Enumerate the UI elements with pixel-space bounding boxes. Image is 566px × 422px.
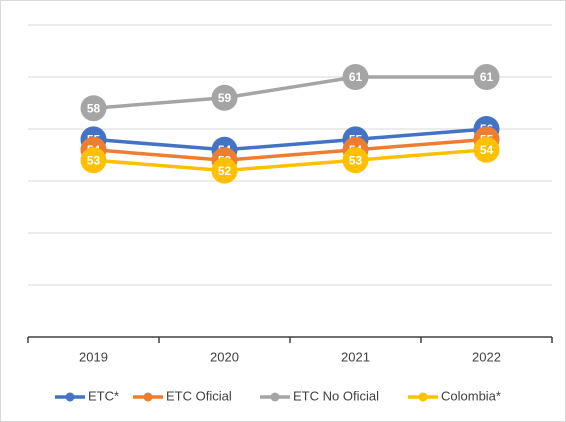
x-tick-label: 2019 [79, 349, 108, 364]
legend-marker [418, 392, 428, 402]
point-marker [342, 64, 369, 90]
point-marker [80, 95, 107, 122]
point-marker [80, 147, 107, 174]
point-marker [473, 64, 500, 90]
series-line [93, 127, 487, 152]
legend-label: ETC Oficial [166, 388, 232, 403]
legend-label: ETC* [88, 388, 119, 403]
legend-label: ETC No Oficial [293, 388, 379, 403]
data-label: 54 [480, 143, 494, 157]
series-line [93, 148, 487, 173]
legend-marker [65, 392, 75, 402]
data-label: 53 [87, 153, 101, 167]
legend-marker [270, 392, 280, 402]
x-tick-label: 2020 [210, 349, 239, 364]
series-line [93, 75, 487, 110]
legend-marker [143, 392, 153, 402]
data-label: 58 [87, 101, 101, 115]
point-marker [211, 157, 238, 184]
data-label: 61 [480, 70, 494, 84]
x-tick-label: 2021 [341, 349, 370, 364]
data-label: 52 [218, 164, 232, 178]
legend-label: Colombia* [441, 388, 501, 403]
series-line [93, 137, 487, 162]
data-label: 53 [349, 153, 363, 167]
data-label: 59 [218, 91, 232, 105]
data-label: 61 [349, 70, 363, 84]
point-marker [211, 84, 238, 111]
x-tick-label: 2022 [472, 349, 501, 364]
point-marker [342, 147, 369, 174]
point-marker [473, 136, 500, 163]
